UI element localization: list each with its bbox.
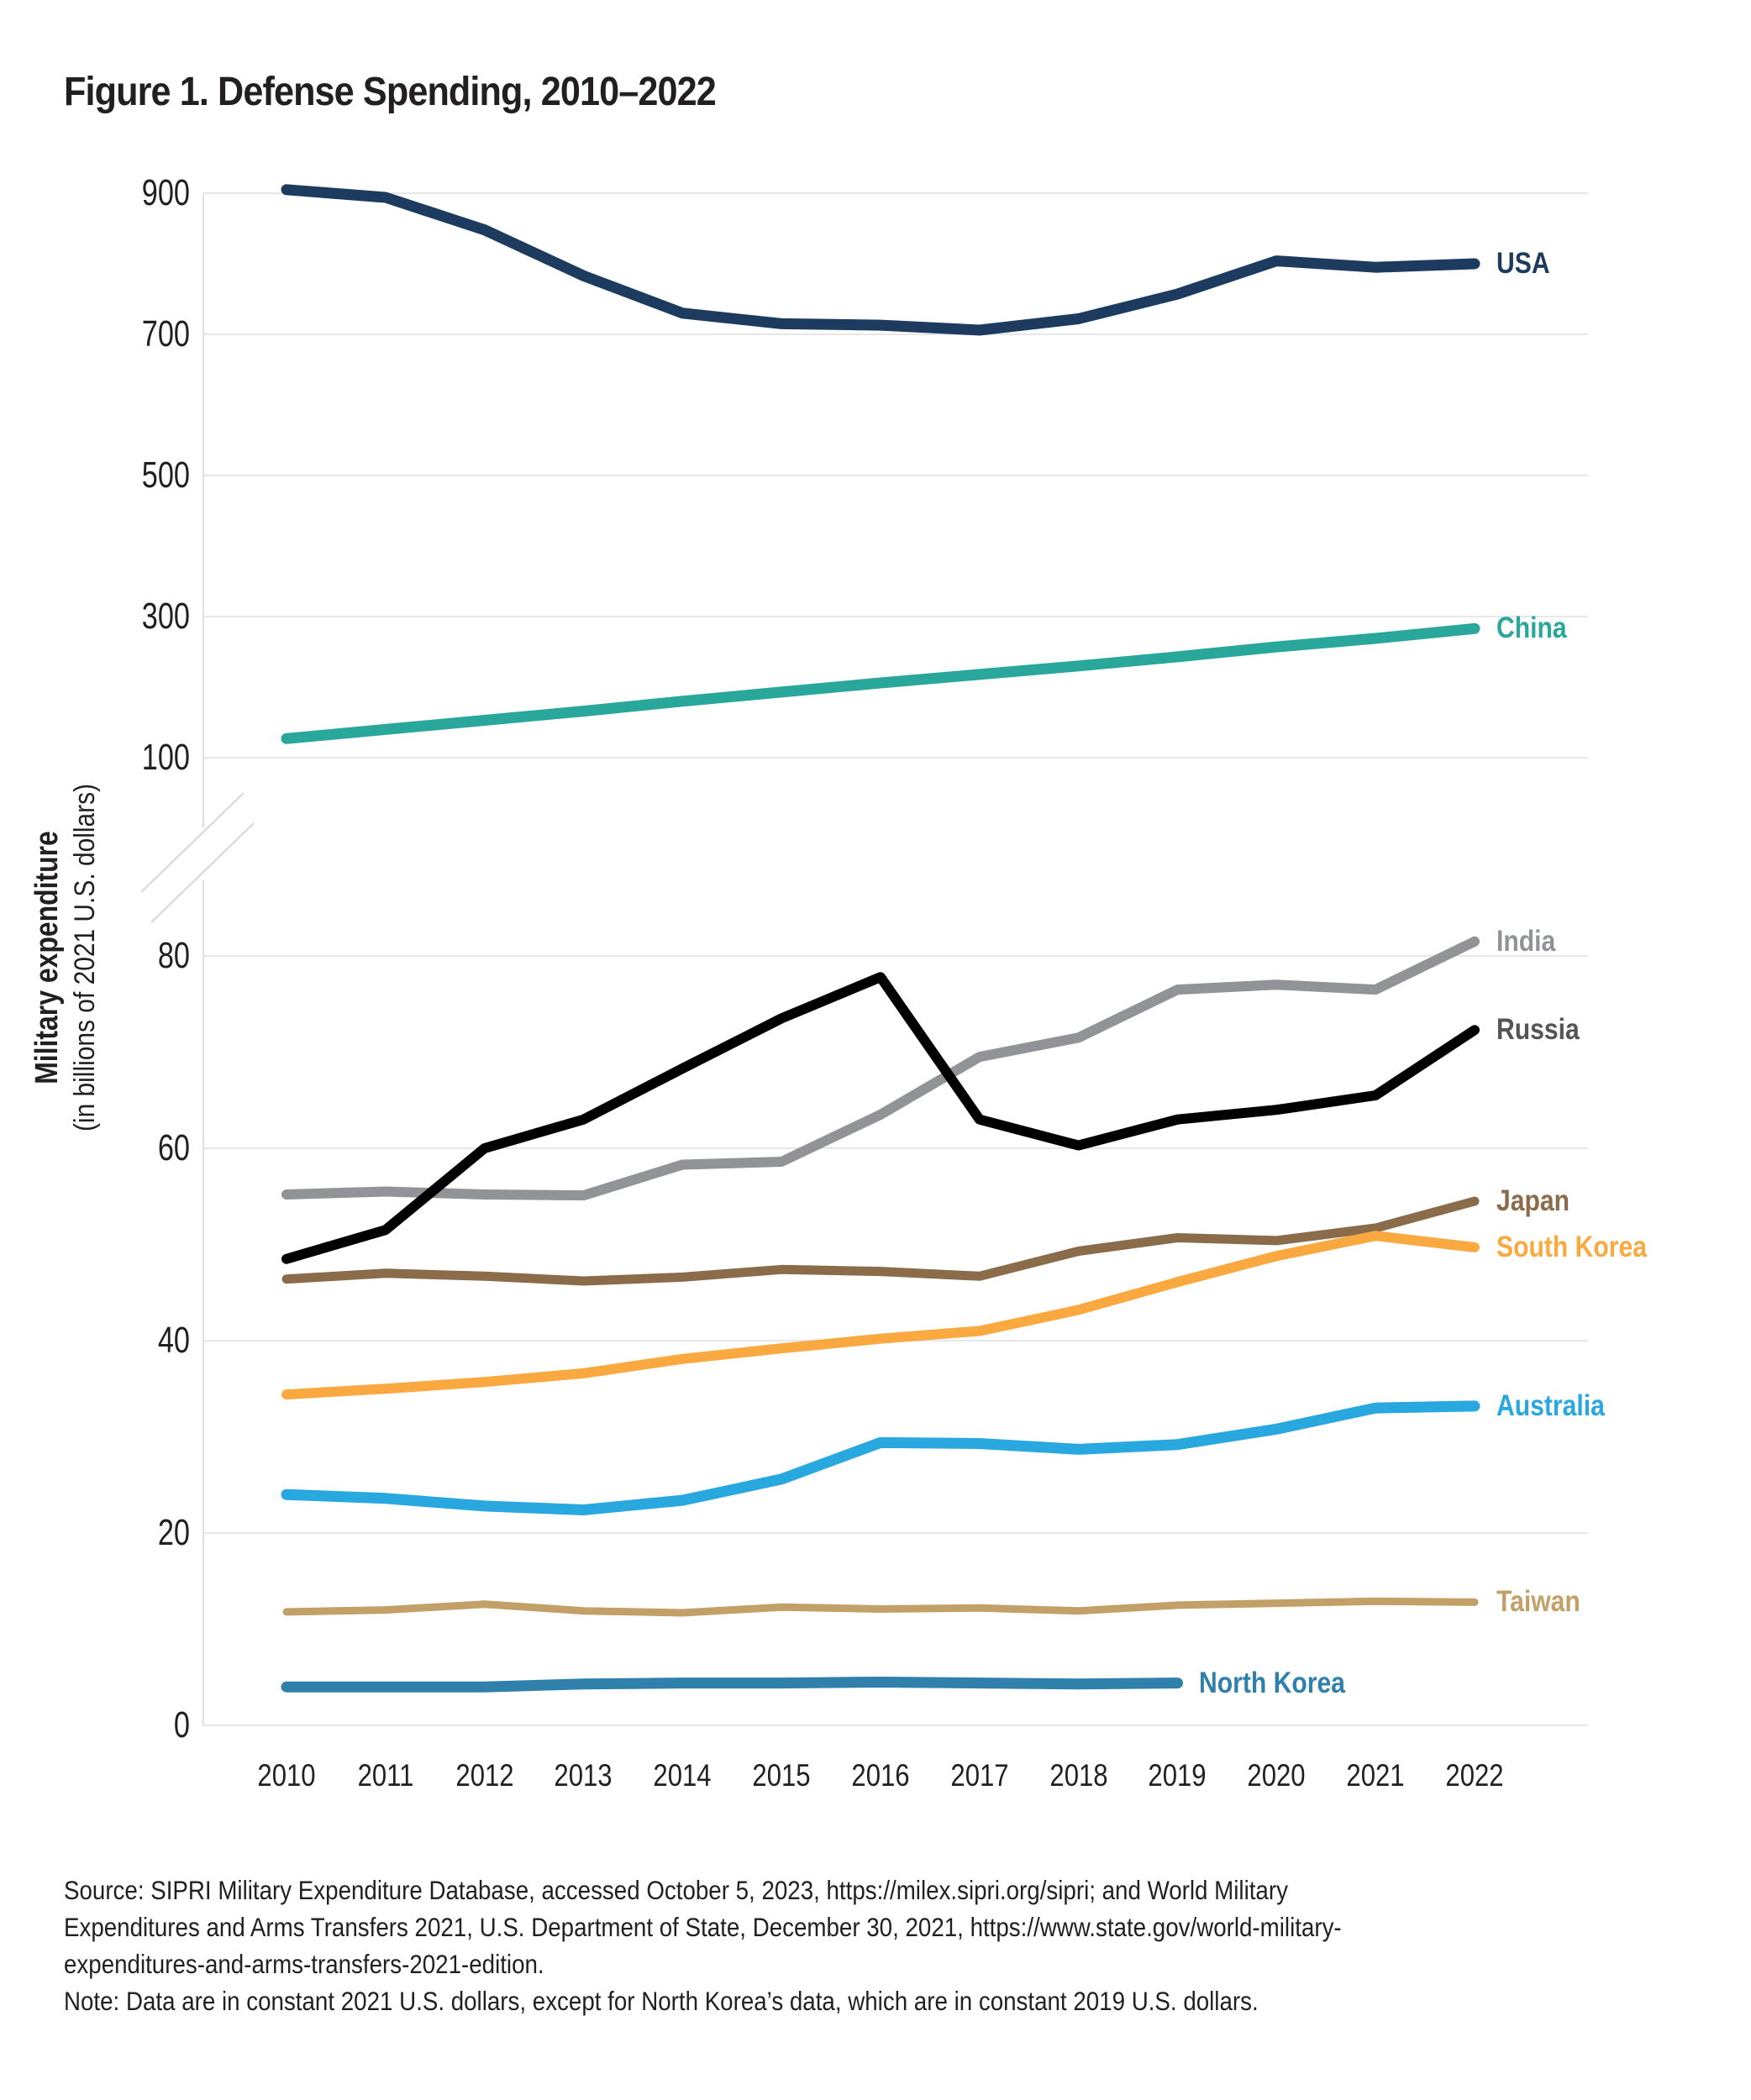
axis-break-mark-2 [150,822,255,923]
y-tick-label-60: 60 [157,1127,190,1168]
x-tick-label-2010: 2010 [257,1758,316,1793]
x-tick-label-2019: 2019 [1148,1758,1207,1793]
series-line-taiwan [282,1597,1479,1617]
x-tick-label-2013: 2013 [554,1758,613,1793]
x-tick-label-2015: 2015 [752,1758,811,1793]
x-tick-label-2022: 2022 [1445,1758,1504,1793]
source-line-3: expenditures-and-arms-transfers-2021-edi… [64,1949,544,1979]
series-label-india: India [1496,924,1556,958]
x-tick-label-2011: 2011 [357,1758,414,1793]
y-tick-label-40: 40 [157,1320,190,1361]
series-line-russia [281,972,1480,1264]
source-line-2: Expenditures and Arms Transfers 2021, U.… [64,1912,1342,1942]
series-label-russia: Russia [1496,1013,1580,1047]
y-tick-label-900: 900 [141,172,190,213]
series-label-taiwan: Taiwan [1496,1585,1580,1619]
series-line-australia [281,1400,1480,1515]
series-line-south-korea [281,1231,1480,1400]
x-tick-label-2017: 2017 [950,1758,1009,1793]
series-line-india [281,936,1480,1201]
x-tick-label-2020: 2020 [1247,1758,1306,1793]
axis-break-mark-1 [140,792,245,893]
series-line-usa [281,184,1480,336]
source-line-1: Source: SIPRI Military Expenditure Datab… [64,1875,1288,1905]
y-tick-label-300: 300 [141,596,190,637]
series-label-china: China [1496,612,1567,645]
note-line: Note: Data are in constant 2021 U.S. dol… [64,1986,1259,2016]
series-line-north-korea [281,1677,1183,1693]
series-line-japan [281,1196,1480,1286]
series-label-usa: USA [1496,247,1550,280]
y-tick-label-80: 80 [157,935,190,976]
series-label-australia: Australia [1496,1389,1605,1422]
x-tick-label-2021: 2021 [1346,1758,1405,1793]
series-label-japan: Japan [1496,1184,1570,1217]
y-tick-label-700: 700 [141,313,190,354]
x-tick-label-2018: 2018 [1049,1758,1108,1793]
x-tick-label-2014: 2014 [653,1758,712,1793]
x-tick-label-2012: 2012 [455,1758,514,1793]
series-line-china [281,622,1480,744]
y-tick-label-20: 20 [157,1512,190,1553]
y-tick-label-100: 100 [141,737,190,778]
y-tick-label-500: 500 [141,454,190,496]
y-tick-label-0: 0 [173,1704,190,1746]
series-label-north-korea: North Korea [1199,1666,1346,1699]
series-label-south-korea: South Korea [1496,1230,1647,1263]
figure-title: Figure 1. Defense Spending, 2010–2022 [64,70,717,114]
x-tick-label-2016: 2016 [851,1758,910,1793]
